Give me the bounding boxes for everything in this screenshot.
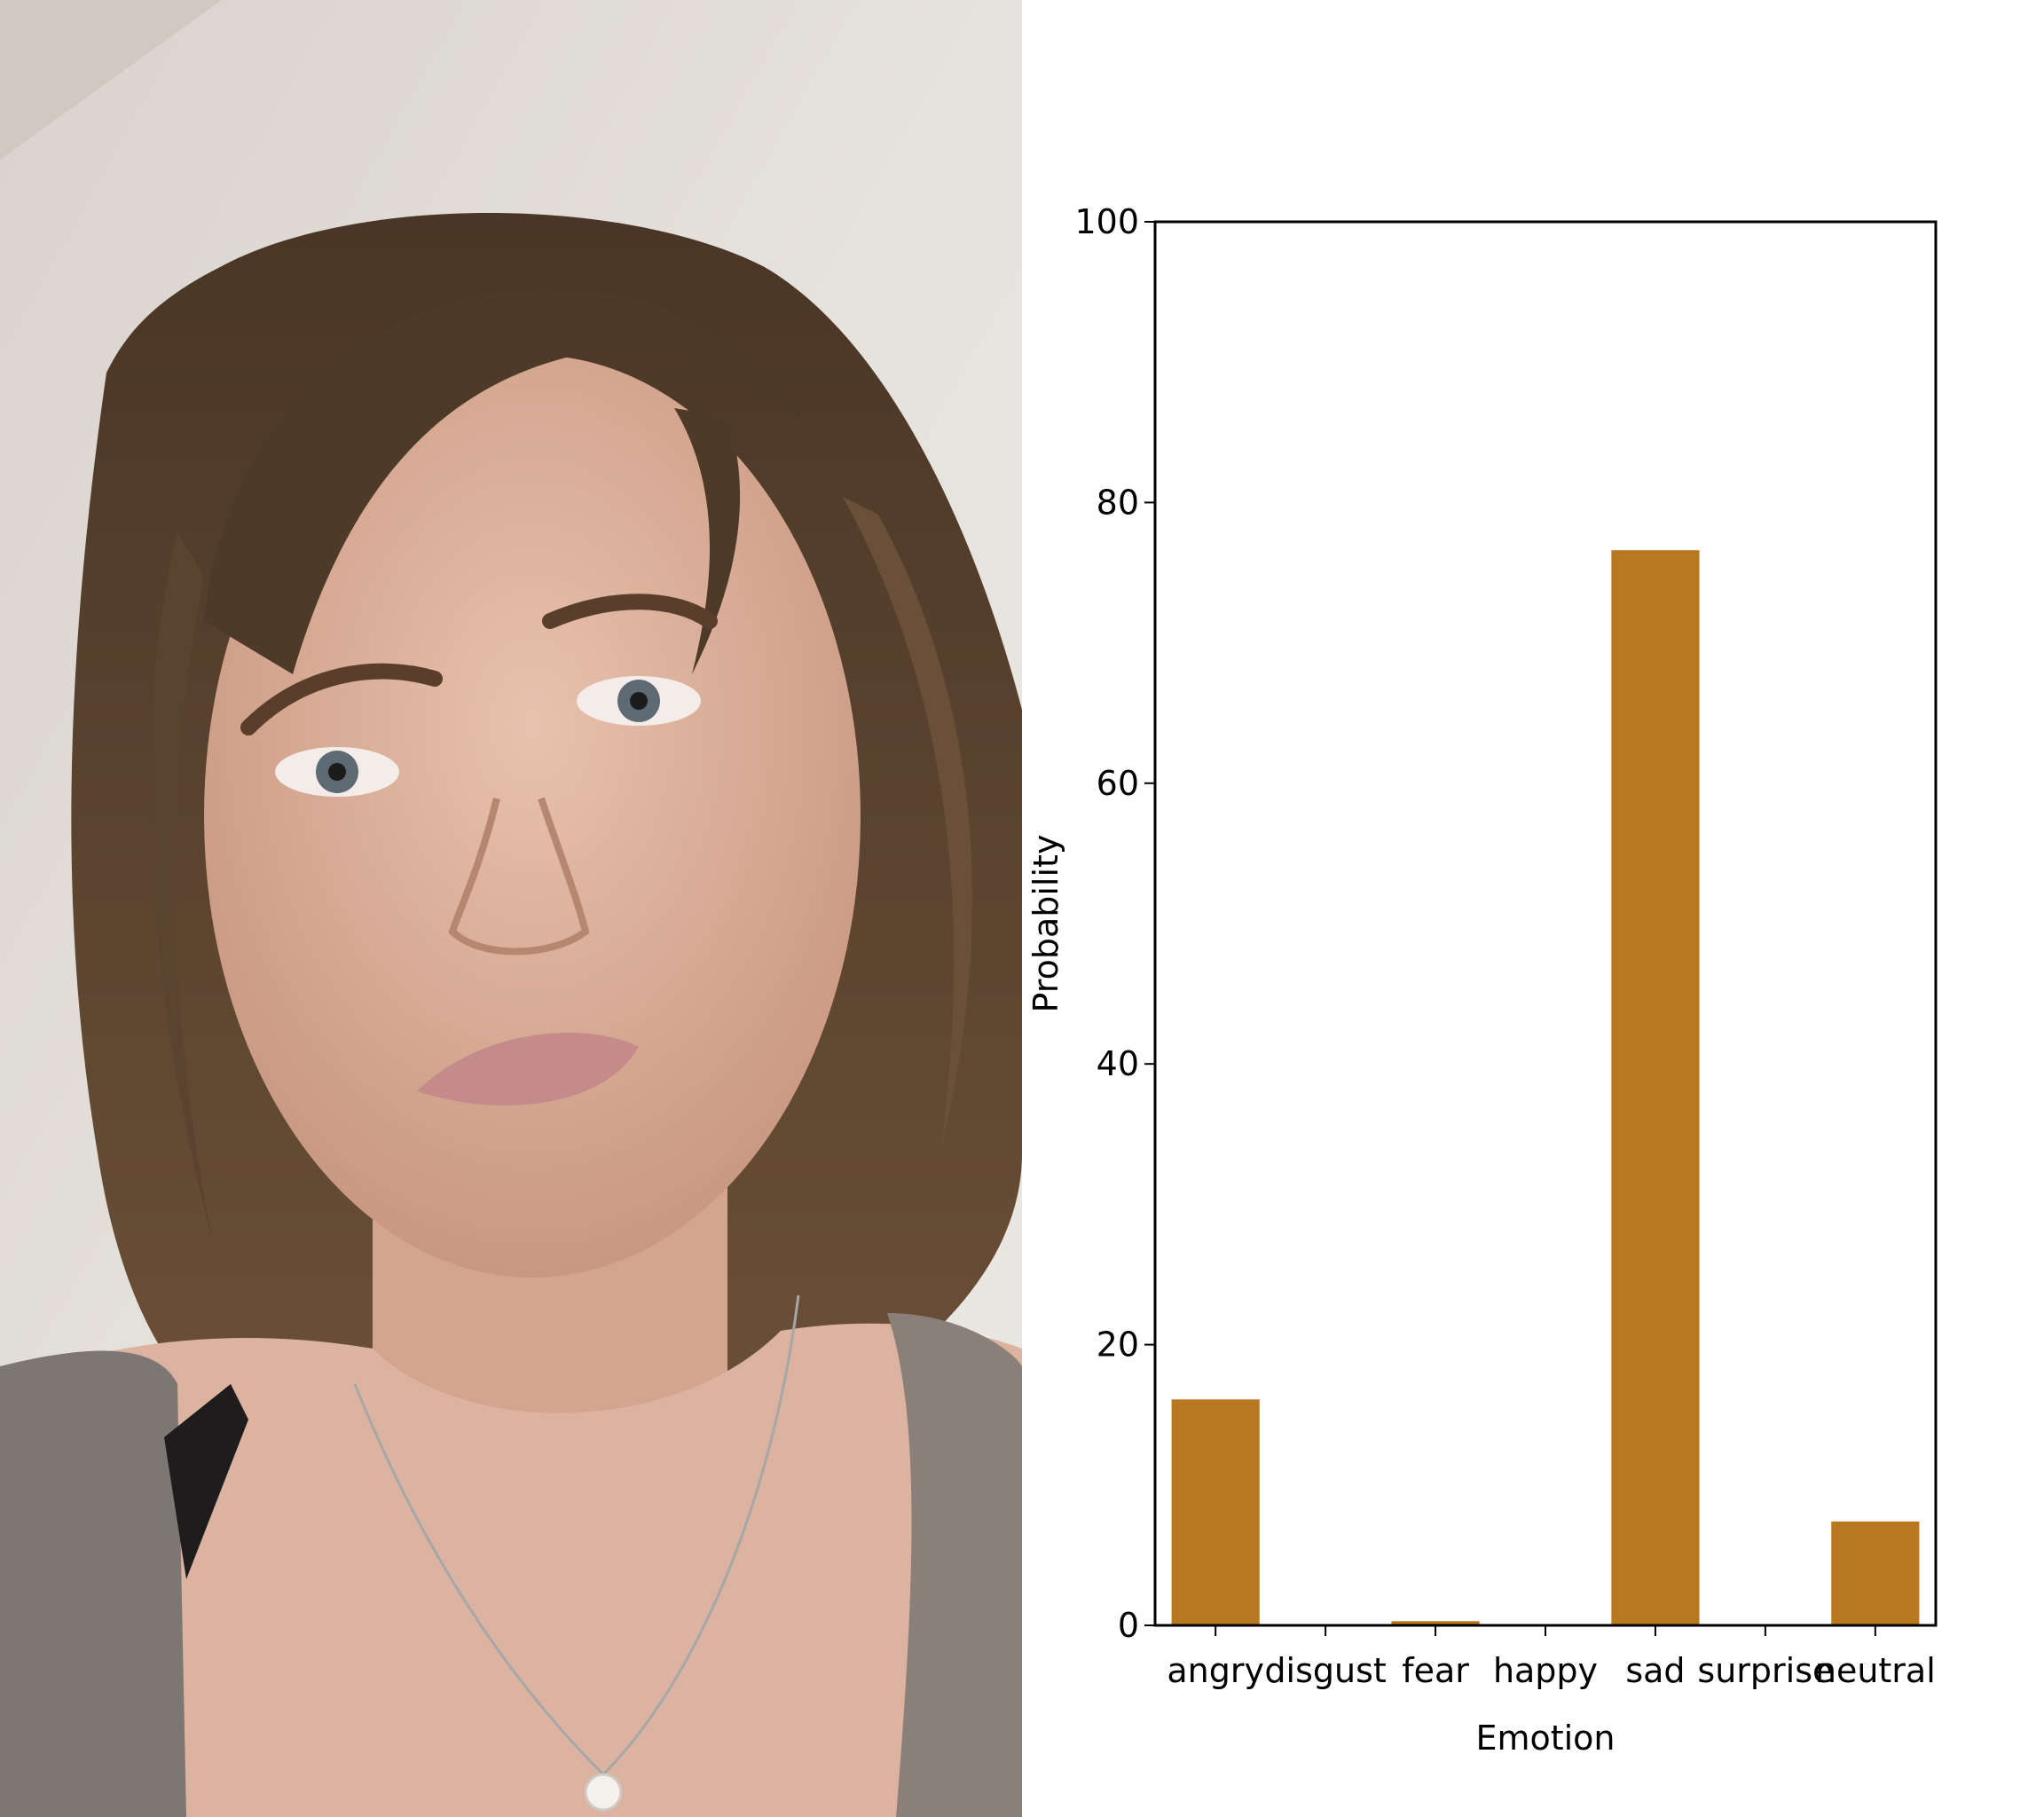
y-axis-ticks: 0 20 40 60 80 100 bbox=[1074, 202, 1155, 1645]
x-tick-label: disgust bbox=[1264, 1651, 1386, 1690]
x-tick-label: happy bbox=[1493, 1651, 1598, 1690]
portrait-photo bbox=[0, 0, 1022, 1817]
x-tick-label: neutral bbox=[1815, 1651, 1936, 1690]
bar-neutral bbox=[1831, 1521, 1920, 1625]
emotion-probability-chart: 0 20 40 60 80 100 angry disgust fear happy sad sur… bbox=[1022, 0, 2044, 1817]
x-tick-label: sad bbox=[1625, 1651, 1685, 1690]
y-tick-label: 60 bbox=[1097, 764, 1139, 803]
y-tick-label: 40 bbox=[1097, 1044, 1139, 1083]
chart-axes-group bbox=[1153, 220, 1938, 1627]
x-tick-label: fear bbox=[1402, 1651, 1469, 1690]
y-tick-label: 100 bbox=[1074, 202, 1139, 241]
x-tick-label: angry bbox=[1167, 1651, 1264, 1690]
bar-fear bbox=[1391, 1621, 1480, 1625]
bar-angry bbox=[1171, 1399, 1260, 1625]
y-tick-label: 20 bbox=[1097, 1325, 1139, 1365]
x-axis-label: Emotion bbox=[1475, 1719, 1615, 1758]
chart-bars-group bbox=[1171, 550, 1920, 1625]
y-tick-label: 80 bbox=[1097, 483, 1139, 522]
bar-sad bbox=[1611, 550, 1700, 1625]
person-portrait-icon bbox=[0, 0, 1022, 1817]
plot-frame bbox=[1153, 220, 1938, 1627]
chart-canvas: 0 20 40 60 80 100 angry disgust fear happy sad sur… bbox=[1026, 202, 1938, 1758]
y-axis-label: Probability bbox=[1026, 835, 1065, 1013]
x-tick-label: surprise bbox=[1697, 1651, 1833, 1690]
y-tick-label: 0 bbox=[1118, 1606, 1139, 1645]
